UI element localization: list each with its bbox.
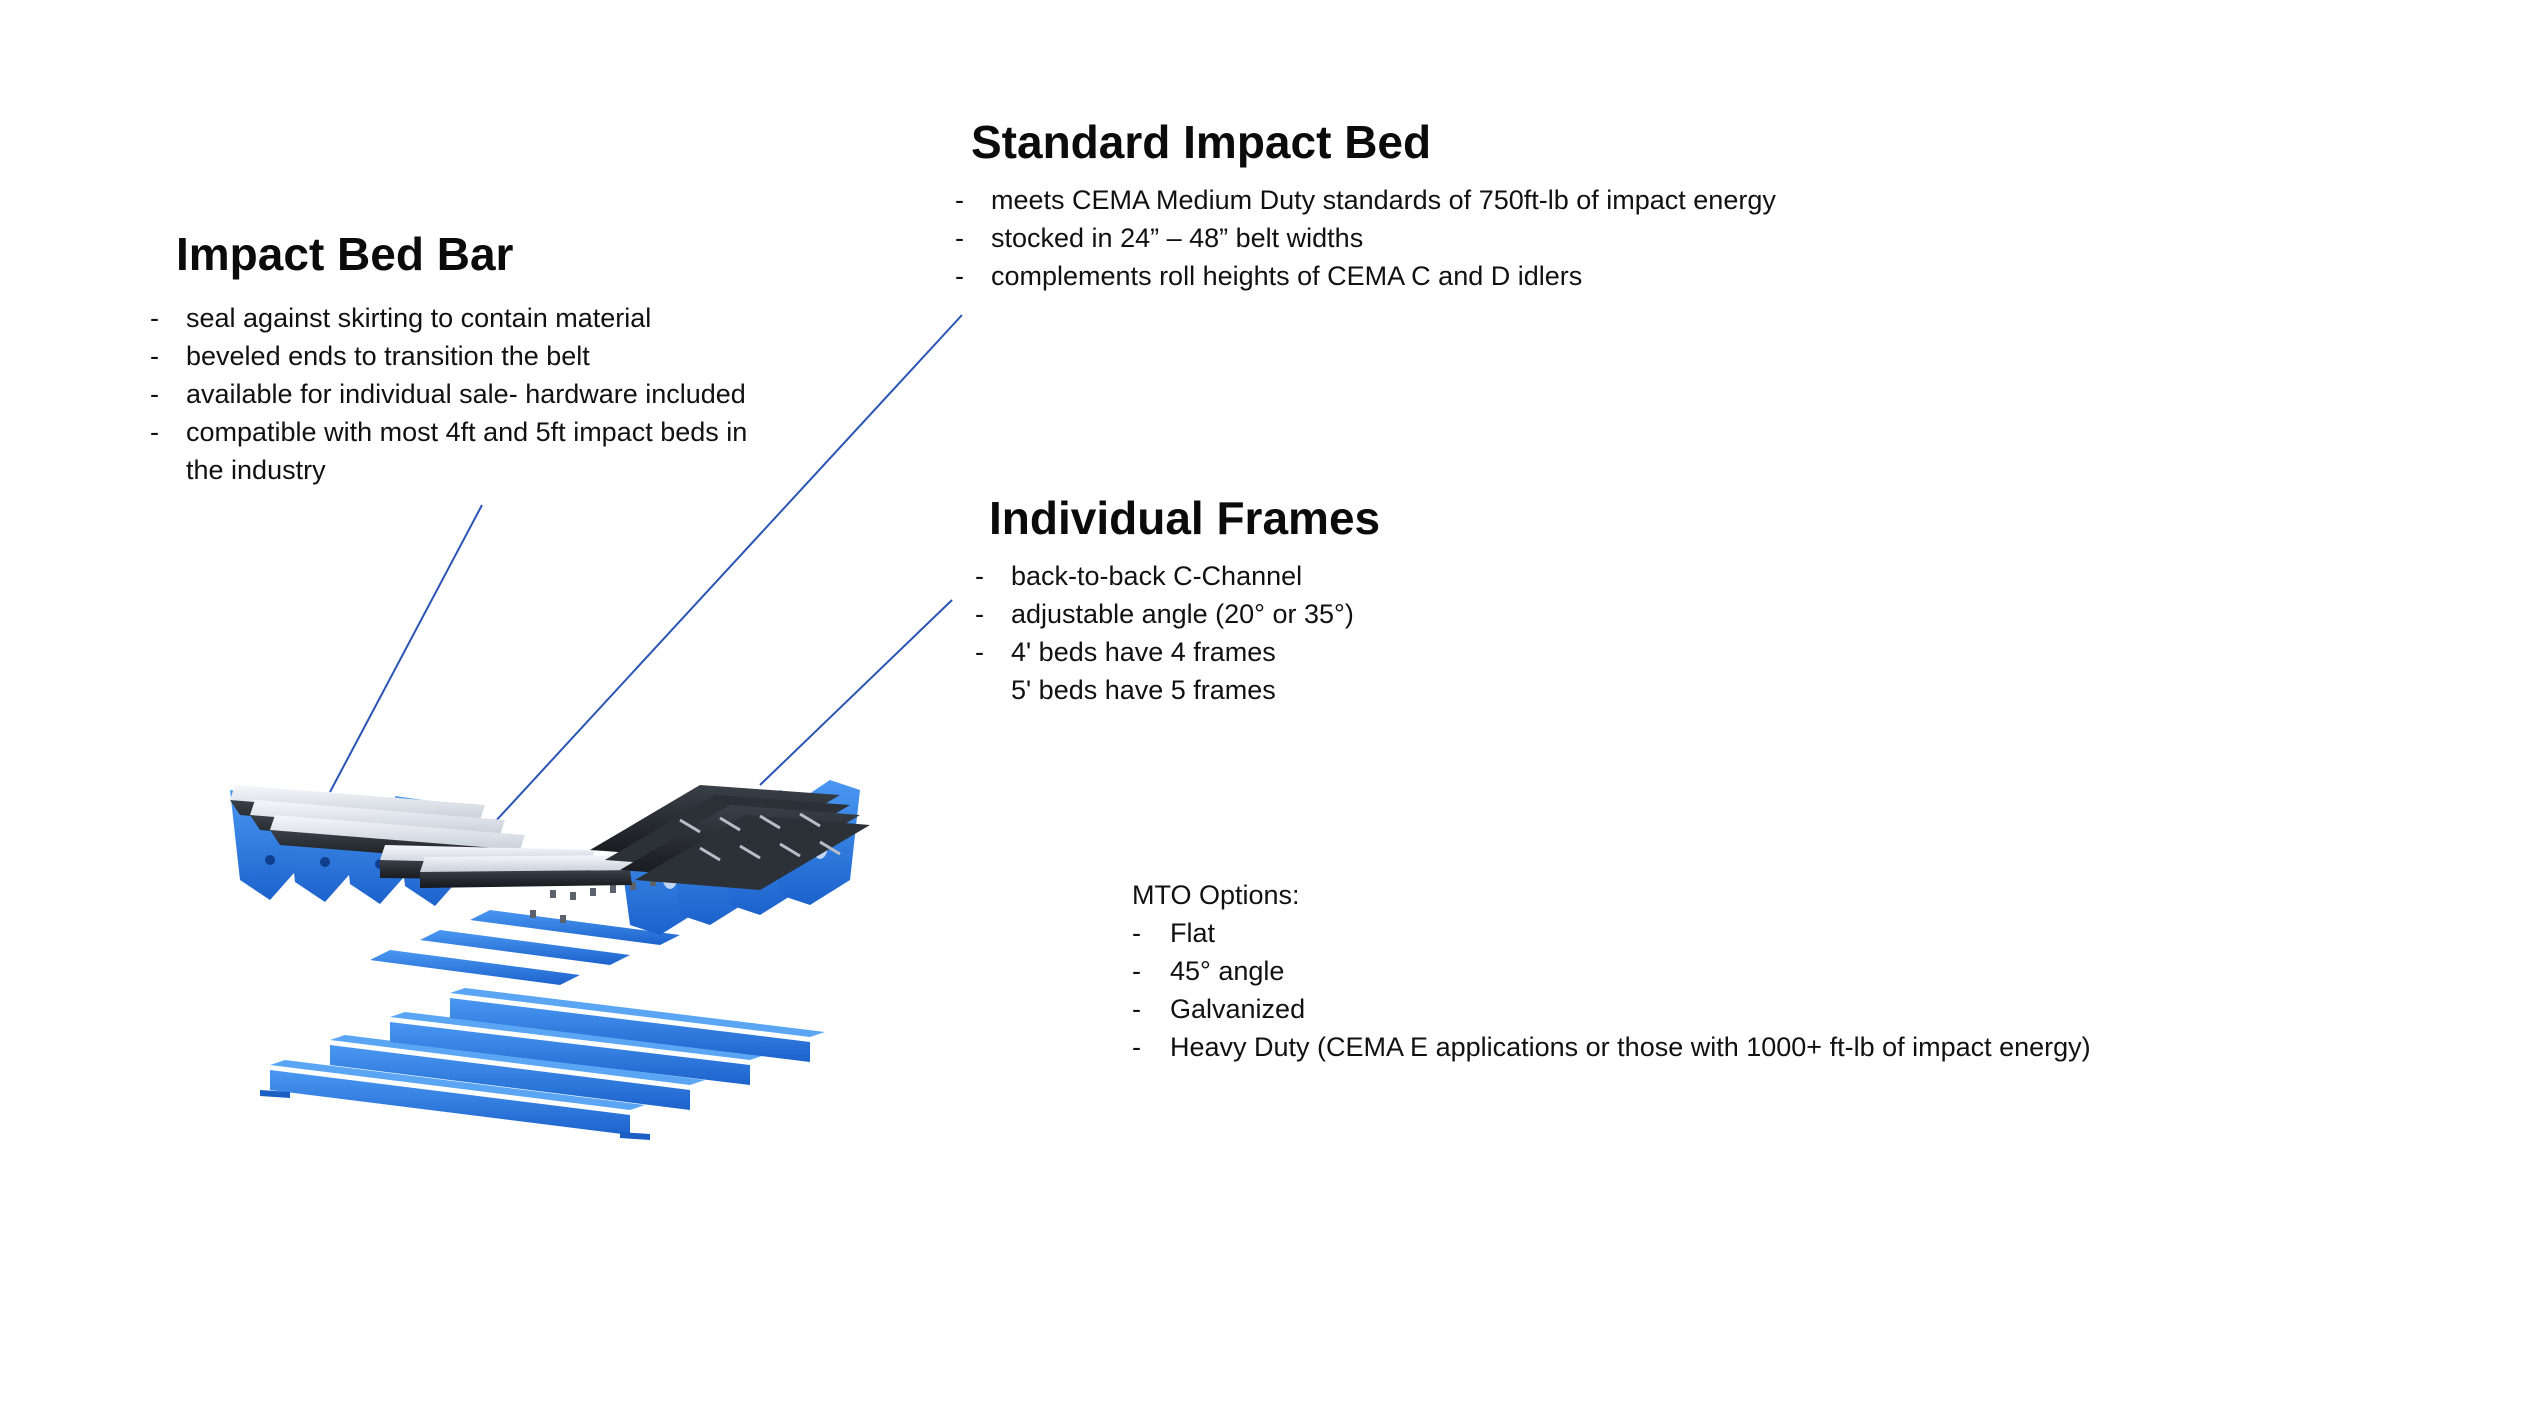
center-frame-plates <box>370 910 680 985</box>
list-item: back-to-back C-Channel <box>975 557 1675 595</box>
individual-frames-list: back-to-back C-Channel adjustable angle … <box>975 557 1675 709</box>
leader-line-impact-bed-bar <box>329 504 483 793</box>
list-item: seal against skirting to contain materia… <box>150 299 850 337</box>
list-item: Galvanized <box>1132 990 2432 1028</box>
standard-impact-bed-list: meets CEMA Medium Duty standards of 750f… <box>955 181 1955 295</box>
mto-options-title: MTO Options: <box>1132 880 1300 910</box>
c-channel-rails <box>260 988 825 1140</box>
list-item: the industry <box>186 454 326 485</box>
individual-frames-title: Individual Frames <box>989 492 1381 544</box>
leader-line-individual-frames <box>759 599 953 786</box>
center-impact-bars <box>380 845 635 888</box>
list-item: complements roll heights of CEMA C and D… <box>955 257 1955 295</box>
list-item: 4' beds have 4 frames <box>975 633 1675 671</box>
impact-bed-bar-section: Impact Bed Bar seal against skirting to … <box>150 228 850 489</box>
hardware-bolts <box>530 878 656 923</box>
list-item: 5' beds have 5 frames <box>1011 674 1276 705</box>
list-item: adjustable angle (20° or 35°) <box>975 595 1675 633</box>
individual-frames-section: Individual Frames back-to-back C-Channel… <box>975 492 1675 709</box>
list-item: beveled ends to transition the belt <box>150 337 850 375</box>
list-item: meets CEMA Medium Duty standards of 750f… <box>955 181 1955 219</box>
list-item: available for individual sale- hardware … <box>150 375 850 413</box>
impact-bed-bar-title: Impact Bed Bar <box>176 228 514 280</box>
list-item: compatible with most 4ft and 5ft impact … <box>150 413 850 451</box>
impact-bed-bar-list: seal against skirting to contain materia… <box>150 299 850 489</box>
standard-impact-bed-title: Standard Impact Bed <box>971 116 1432 168</box>
right-impact-bars <box>590 785 870 890</box>
leader-line-standard-impact-bed <box>457 314 963 863</box>
mto-options-section: MTO Options: Flat 45° angle Galvanized H… <box>1132 876 2432 1066</box>
list-item: 45° angle <box>1132 952 2432 990</box>
list-item: Heavy Duty (CEMA E applications or those… <box>1132 1028 2432 1066</box>
mto-options-list: Flat 45° angle Galvanized Heavy Duty (CE… <box>1132 914 2432 1066</box>
impact-bed-assembly-illustration <box>230 780 870 1140</box>
standard-impact-bed-section: Standard Impact Bed meets CEMA Medium Du… <box>955 116 1955 295</box>
list-item: stocked in 24” – 48” belt widths <box>955 219 1955 257</box>
list-item: Flat <box>1132 914 2432 952</box>
